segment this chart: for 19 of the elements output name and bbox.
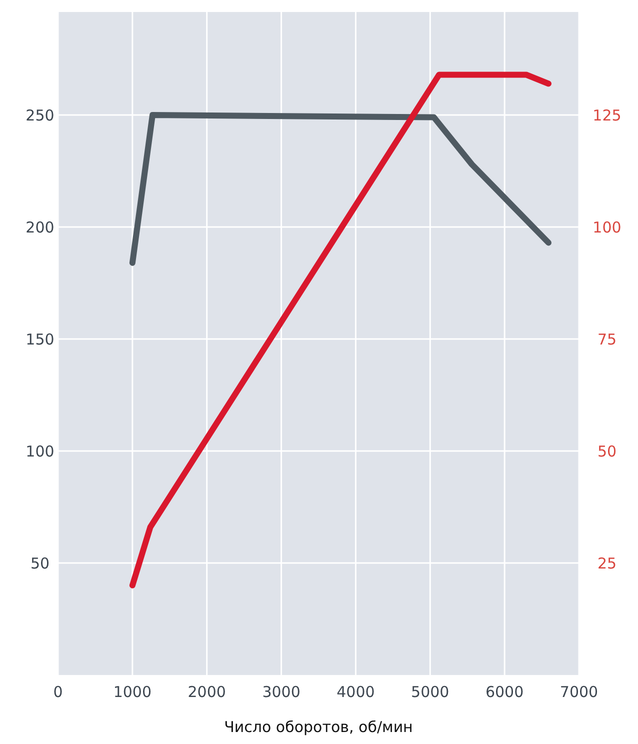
y2-tick-label: 50	[597, 442, 617, 460]
y-tick-label: 200	[26, 218, 54, 236]
x-tick-label: 1000	[113, 683, 152, 701]
y-tick-label: 150	[26, 330, 54, 348]
x-axis-title: Число оборотов, об/мин	[224, 718, 413, 736]
y-tick-label: 50	[30, 554, 50, 572]
x-tick-label: 0	[53, 683, 63, 701]
y-tick-label: 100	[26, 442, 54, 460]
x-tick-label: 2000	[188, 683, 226, 701]
x-tick-label: 5000	[411, 683, 450, 701]
x-tick-label: 4000	[336, 683, 375, 701]
y2-tick-label: 75	[597, 330, 617, 348]
y-tick-label: 250	[26, 106, 54, 124]
x-tick-label: 7000	[560, 683, 598, 701]
y2-tick-label: 25	[597, 554, 617, 572]
x-tick-label: 3000	[262, 683, 300, 701]
y2-tick-label: 100	[592, 218, 622, 236]
x-tick-label: 6000	[485, 683, 524, 701]
y2-tick-label: 125	[592, 106, 622, 124]
